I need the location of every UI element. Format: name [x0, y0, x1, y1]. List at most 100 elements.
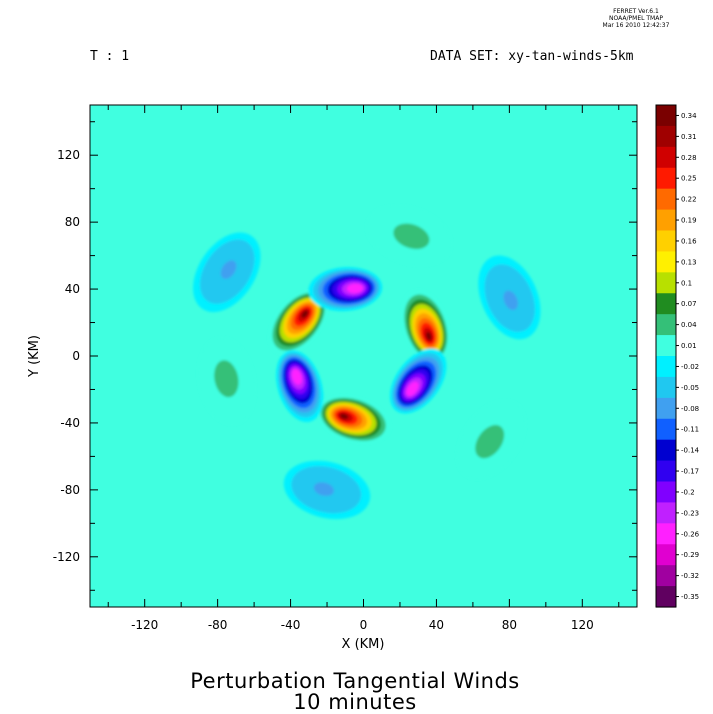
- colorbar-swatch: [656, 230, 676, 253]
- contour-band: [402, 229, 422, 244]
- colorbar-label: 0.01: [681, 342, 697, 350]
- ferret-version-stamp: FERRET Ver.6.1 NOAA/PMEL TMAP Mar 16 201…: [596, 8, 676, 29]
- colorbar-label: -0.11: [681, 426, 699, 434]
- x-tick-label: 40: [429, 618, 444, 632]
- colorbar-label: -0.02: [681, 363, 699, 371]
- colorbar-frame: [655, 104, 677, 608]
- positive-lobe: [318, 395, 391, 444]
- time-label: T : 1: [90, 49, 130, 64]
- colorbar-swatch: [656, 460, 676, 483]
- contour-band: [219, 367, 233, 389]
- y-tick-label: 0: [72, 349, 80, 363]
- colorbar-swatch: [656, 481, 676, 504]
- plot-background: [90, 105, 637, 607]
- colorbar-swatch: [656, 251, 676, 273]
- colorbar-label: -0.08: [681, 405, 699, 413]
- colorbar-label: 0.1: [681, 279, 692, 287]
- positive-lobe: [401, 290, 450, 362]
- colorbar-label: 0.31: [681, 133, 697, 141]
- colorbar-label: -0.32: [681, 572, 699, 580]
- y-axis-label: Y (KM): [27, 335, 42, 378]
- colorbar-swatch: [656, 565, 676, 587]
- colorbar-label: 0.28: [681, 154, 697, 162]
- colorbar-swatch: [656, 335, 676, 357]
- x-tick-label: 0: [360, 618, 368, 632]
- contour-band: [408, 385, 416, 394]
- colorbar-swatch: [656, 146, 676, 169]
- y-tick-label: -120: [53, 550, 80, 564]
- negative-lobe: [283, 460, 371, 520]
- colorbar-swatch: [656, 272, 676, 294]
- colorbar-swatch: [656, 125, 676, 148]
- contour-band: [293, 371, 300, 381]
- colorbar-swatch: [656, 376, 676, 399]
- colorbar-label: -0.14: [681, 447, 700, 455]
- colorbar-swatch: [656, 586, 676, 608]
- contour-band: [220, 260, 237, 279]
- colorbar-label: -0.35: [681, 593, 699, 601]
- y-tick-label: -80: [60, 483, 80, 497]
- colorbar-swatch: [656, 314, 676, 336]
- colorbar-label: 0.19: [681, 217, 697, 225]
- colorbar-label: 0.13: [681, 258, 697, 266]
- negative-lobe: [193, 232, 261, 313]
- negative-lobe: [276, 350, 324, 423]
- colorbar-label: -0.17: [681, 468, 699, 476]
- contour-band: [481, 433, 498, 452]
- contour-band: [313, 482, 334, 496]
- negative-lobe: [478, 255, 541, 340]
- colorbar-label: 0.07: [681, 300, 697, 308]
- x-tick-label: -40: [281, 618, 301, 632]
- colorbar-swatch: [656, 523, 676, 545]
- colorbar-label: -0.2: [681, 488, 695, 496]
- colorbar-swatch: [656, 167, 676, 190]
- y-tick-label: 40: [65, 282, 80, 296]
- colorbar-swatch: [656, 105, 676, 127]
- colorbar-swatch: [656, 439, 676, 462]
- colorbar-label: -0.05: [681, 384, 699, 392]
- x-tick-label: -120: [131, 618, 158, 632]
- plot-area: [90, 105, 637, 607]
- colorbar-label: 0.22: [681, 196, 697, 204]
- contour-band: [351, 285, 361, 291]
- dataset-label: DATA SET: xy-tan-winds-5km: [430, 49, 634, 64]
- colorbar-label: -0.29: [681, 551, 699, 559]
- colorbar-label: 0.34: [681, 112, 697, 120]
- y-tick-label: 80: [65, 215, 80, 229]
- colorbar-label: 0.16: [681, 237, 697, 245]
- colorbar-label: -0.23: [681, 509, 699, 517]
- y-tick-label: -40: [60, 416, 80, 430]
- colorbar-label: -0.26: [681, 530, 700, 538]
- colorbar-swatch: [656, 502, 676, 524]
- colorbar-label: 0.25: [681, 175, 697, 183]
- x-tick-label: 120: [571, 618, 594, 632]
- colorbar-swatch: [656, 188, 676, 211]
- contour-band: [301, 310, 309, 318]
- stamp-line: FERRET Ver.6.1: [613, 8, 659, 15]
- colorbar-swatch: [656, 356, 676, 378]
- positive-lobe: [456, 400, 526, 480]
- axes: -120 -80 -40 0 40 80 120 120 80 40 0 -40 -80 -120: [53, 104, 638, 632]
- colorbar-swatch: [656, 209, 676, 232]
- colorbar: 0.34 0.31 0.28 0.25 0.22 0.19 0.16 0.13 0.1 0.07 0…: [655, 104, 700, 608]
- stamp-line: NOAA/PMEL TMAP: [609, 15, 663, 22]
- chart-title: Perturbation Tangential Winds: [190, 669, 520, 693]
- negative-lobe: [389, 348, 447, 414]
- colorbar-swatch: [656, 397, 676, 420]
- contour-band: [425, 331, 432, 341]
- contour-band: [503, 290, 518, 311]
- y-tick-label: 120: [57, 148, 80, 162]
- chart-subtitle: 10 minutes: [293, 690, 417, 714]
- x-axis-label: X (KM): [342, 637, 385, 652]
- contour-band: [339, 413, 349, 420]
- x-tick-label: -80: [208, 618, 228, 632]
- colorbar-swatch: [656, 418, 676, 441]
- contour-lobes: [193, 205, 541, 520]
- colorbar-swatch: [656, 544, 676, 566]
- stamp-line: Mar 16 2010 12:42:37: [602, 22, 670, 29]
- positive-lobe: [198, 337, 256, 425]
- negative-lobe: [308, 267, 383, 312]
- positive-lobe: [268, 290, 327, 355]
